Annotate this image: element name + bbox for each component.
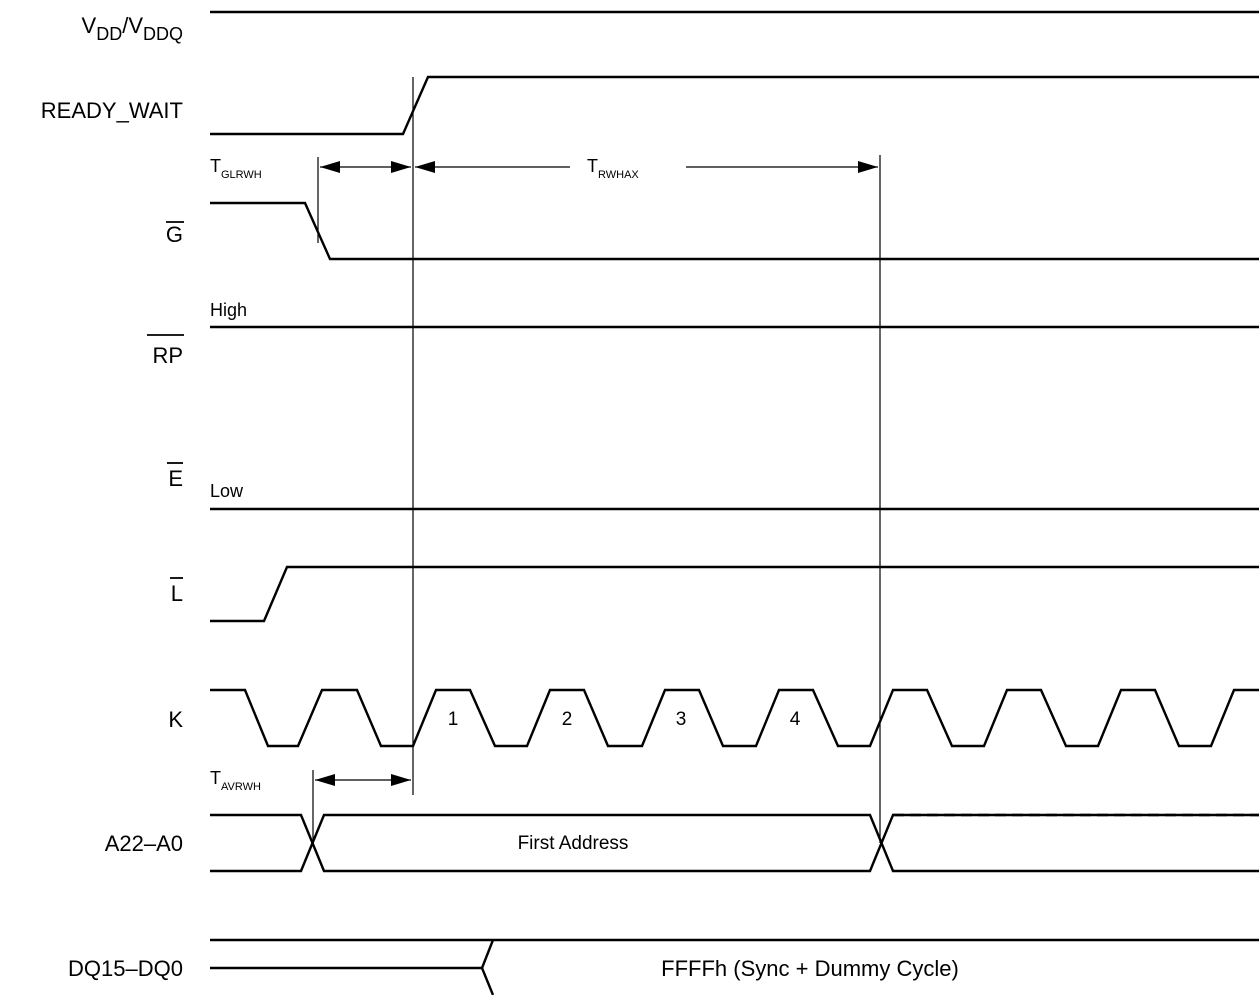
trwhax-label: TRWHAX [587, 156, 639, 181]
addr-label: A22–A0 [105, 831, 183, 856]
tavrwh-arrow [315, 774, 411, 786]
vdd-label: VDD/VDDQ [82, 13, 183, 44]
ready-wait-label: READY_WAIT [41, 98, 183, 123]
k-waveform [210, 688, 1259, 748]
clock-cycle-2: 2 [562, 709, 573, 730]
dq-value-label: FFFFh (Sync + Dummy Cycle) [661, 956, 959, 981]
tglrwh-arrow [320, 161, 411, 173]
k-label: K [168, 707, 183, 732]
l-label: L [171, 581, 183, 606]
clock-cycle-1: 1 [448, 709, 459, 730]
clock-cycle-4: 4 [790, 709, 801, 730]
tavrwh-label: TAVRWH [210, 768, 261, 793]
dq-waveform [210, 938, 1259, 995]
trwhax-arrow [415, 161, 878, 173]
addr-waveform [210, 813, 1259, 873]
first-address-label: First Address [518, 833, 629, 854]
g-waveform [210, 201, 1259, 261]
ready-wait-waveform [210, 75, 1259, 136]
l-waveform [210, 565, 1259, 623]
tglrwh-label: TGLRWH [210, 156, 262, 181]
rp-level-high: High [210, 300, 247, 320]
dq-label: DQ15–DQ0 [68, 956, 183, 981]
e-level-low: Low [210, 481, 244, 501]
e-label: E [168, 466, 183, 491]
g-label: G [166, 222, 183, 247]
rp-label: RP [152, 343, 183, 368]
clock-cycle-3: 3 [676, 709, 687, 730]
